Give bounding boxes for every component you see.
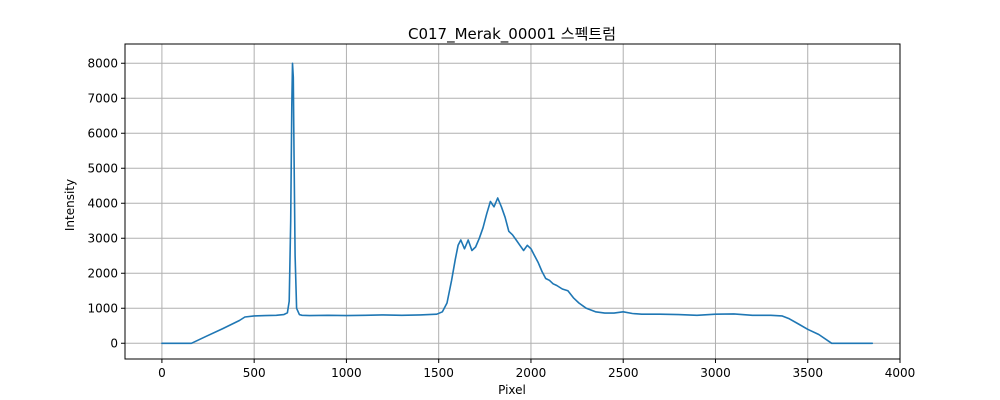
chart-title: C017_Merak_00001 스펙트럼: [408, 25, 616, 44]
y-tick-label: 1000: [87, 301, 118, 315]
y-tick-label: 4000: [87, 196, 118, 210]
plot-frame: [124, 43, 901, 360]
intensity-series-line: [161, 62, 874, 345]
y-tick-label: 6000: [87, 126, 118, 140]
x-tick-label: 3500: [792, 366, 823, 380]
x-axis-label: Pixel: [498, 383, 526, 397]
x-tick-label: 1500: [423, 366, 454, 380]
y-axis-label: Intensity: [63, 179, 77, 231]
series-layer: [161, 62, 874, 345]
y-tick-label: 8000: [87, 56, 118, 70]
tick-layer: 0 500 1000 1500 2000 2500 3000 3500 4000 0 1000 200…: [87, 56, 915, 380]
x-tick-label: 500: [243, 366, 266, 380]
x-tick-label: 2500: [608, 366, 639, 380]
x-tick-label: 1000: [331, 366, 362, 380]
grid-layer: [125, 44, 901, 359]
x-tick-label: 4000: [885, 366, 916, 380]
y-tick-label: 0: [110, 336, 118, 350]
y-tick-label: 5000: [87, 161, 118, 175]
x-tick-label: 3000: [700, 366, 731, 380]
y-tick-label: 2000: [87, 266, 118, 280]
x-tick-label: 0: [158, 366, 166, 380]
y-tick-label: 3000: [87, 231, 118, 245]
y-tick-label: 7000: [87, 91, 118, 105]
x-tick-label: 2000: [516, 366, 547, 380]
